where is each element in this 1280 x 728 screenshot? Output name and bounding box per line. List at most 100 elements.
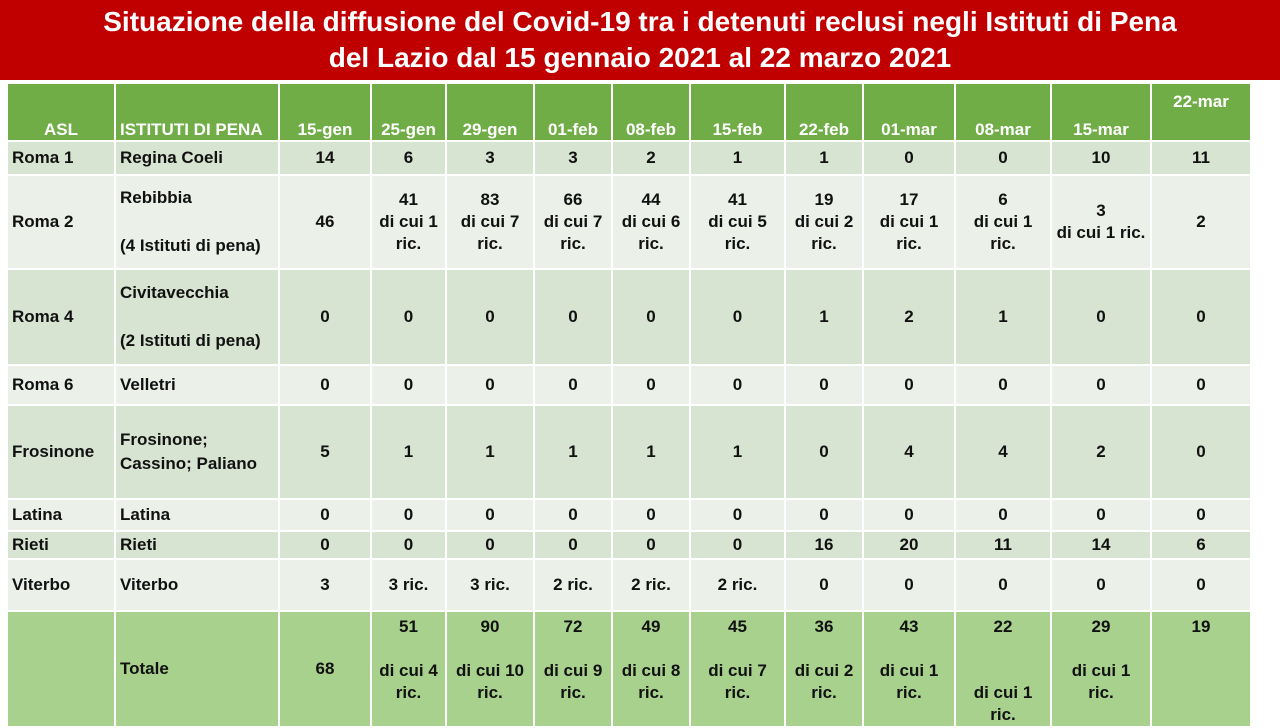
istituti-cell: Rebibbia (4 Istituti di pena) (114, 174, 280, 270)
value-cell: 3 (533, 140, 613, 176)
value-cell: 3 ric. (370, 558, 447, 612)
total-value-cell: 68 (278, 610, 372, 728)
value-cell: 0 (1050, 364, 1152, 406)
total-asl-cell (6, 610, 116, 728)
value-cell: 20 (862, 530, 956, 560)
value-cell: 1 (611, 404, 691, 500)
value-cell: 0 (611, 268, 691, 366)
value-cell: 16 (784, 530, 864, 560)
table-row: Frosinone Frosinone; Cassino; Paliano 5 1 1 1 1… (6, 404, 1252, 500)
value-cell: 0 (370, 498, 447, 532)
value-cell: 0 (1150, 498, 1252, 532)
asl-cell: Roma 4 (6, 268, 116, 366)
table-body: Roma 1 Regina Coeli 14 6 3 3 2 1 1 0 0 10 11 Roma 2 Re… (6, 140, 1252, 728)
value-cell: 44 di cui 6 ric. (611, 174, 691, 270)
asl-cell: Rieti (6, 530, 116, 560)
value-cell: 14 (1050, 530, 1152, 560)
asl-cell: Latina (6, 498, 116, 532)
value-cell: 2 ric. (533, 558, 613, 612)
total-value-cell: 29 di cui 1 ric. (1050, 610, 1152, 728)
value-cell: 0 (278, 268, 372, 366)
header-date: 29-gen (445, 82, 535, 142)
value-cell: 0 (954, 498, 1052, 532)
value-cell: 1 (784, 268, 864, 366)
value-cell: 1 (954, 268, 1052, 366)
header-date: 15-feb (689, 82, 786, 142)
value-cell: 0 (278, 498, 372, 532)
table-row: Latina Latina 0 0 0 0 0 0 0 0 0 0 0 (6, 498, 1252, 532)
value-cell: 0 (784, 498, 864, 532)
value-cell: 0 (278, 364, 372, 406)
value-cell: 0 (862, 498, 956, 532)
value-cell: 1 (533, 404, 613, 500)
header-date: 22-mar (1150, 82, 1252, 142)
value-cell: 0 (689, 498, 786, 532)
header-date: 08-mar (954, 82, 1052, 142)
istituti-cell: Velletri (114, 364, 280, 406)
value-cell: 2 ric. (689, 558, 786, 612)
header-date: 01-feb (533, 82, 613, 142)
value-cell: 5 (278, 404, 372, 500)
value-cell: 0 (1150, 364, 1252, 406)
header-istituti: ISTITUTI DI PENA (114, 82, 280, 142)
value-cell: 0 (533, 364, 613, 406)
value-cell: 1 (689, 140, 786, 176)
value-cell: 0 (1150, 268, 1252, 366)
total-value-cell: 22 di cui 1 ric. (954, 610, 1052, 728)
header-date: 01-mar (862, 82, 956, 142)
istituti-cell: Viterbo (114, 558, 280, 612)
value-cell: 10 (1050, 140, 1152, 176)
covid-prison-table: ASL ISTITUTI DI PENA 15-gen 25-gen 29-ge… (6, 82, 1252, 728)
value-cell: 0 (954, 140, 1052, 176)
value-cell: 0 (1050, 558, 1152, 612)
value-cell: 2 (1150, 174, 1252, 270)
value-cell: 2 (862, 268, 956, 366)
table-row: Rieti Rieti 0 0 0 0 0 0 16 20 11 14 6 (6, 530, 1252, 560)
value-cell: 6 (370, 140, 447, 176)
asl-cell: Roma 1 (6, 140, 116, 176)
total-value-cell: 51 di cui 4 ric. (370, 610, 447, 728)
header-row: ASL ISTITUTI DI PENA 15-gen 25-gen 29-ge… (6, 82, 1252, 142)
total-value-cell: 49 di cui 8 ric. (611, 610, 691, 728)
value-cell: 66 di cui 7 ric. (533, 174, 613, 270)
value-cell: 1 (784, 140, 864, 176)
total-value-cell: 19 (1150, 610, 1252, 728)
total-value-cell: 36 di cui 2 ric. (784, 610, 864, 728)
total-value-cell: 72 di cui 9 ric. (533, 610, 613, 728)
value-cell: 17 di cui 1 ric. (862, 174, 956, 270)
asl-cell: Roma 6 (6, 364, 116, 406)
value-cell: 0 (1050, 268, 1152, 366)
value-cell: 2 ric. (611, 558, 691, 612)
table-row: Roma 2 Rebibbia (4 Istituti di pena) 46 41 di… (6, 174, 1252, 270)
value-cell: 0 (689, 268, 786, 366)
istituti-cell: Civitavecchia (2 Istituti di pena) (114, 268, 280, 366)
value-cell: 1 (689, 404, 786, 500)
table-row: Roma 6 Velletri 0 0 0 0 0 0 0 0 0 0 0 (6, 364, 1252, 406)
istituti-cell: Latina (114, 498, 280, 532)
table-row: Roma 1 Regina Coeli 14 6 3 3 2 1 1 0 0 10 11 (6, 140, 1252, 176)
value-cell: 19 di cui 2 ric. (784, 174, 864, 270)
value-cell: 6 di cui 1 ric. (954, 174, 1052, 270)
value-cell: 46 (278, 174, 372, 270)
asl-cell: Frosinone (6, 404, 116, 500)
header-asl: ASL (6, 82, 116, 142)
value-cell: 4 (954, 404, 1052, 500)
value-cell: 0 (278, 530, 372, 560)
value-cell: 0 (370, 268, 447, 366)
istituti-cell: Regina Coeli (114, 140, 280, 176)
value-cell: 3 (445, 140, 535, 176)
value-cell: 3 ric. (445, 558, 535, 612)
value-cell: 0 (954, 364, 1052, 406)
value-cell: 11 (954, 530, 1052, 560)
value-cell: 4 (862, 404, 956, 500)
value-cell: 1 (445, 404, 535, 500)
title-line-1: Situazione della diffusione del Covid-19… (103, 6, 1177, 37)
value-cell: 2 (611, 140, 691, 176)
header-date: 15-gen (278, 82, 372, 142)
value-cell: 0 (1150, 404, 1252, 500)
value-cell: 1 (370, 404, 447, 500)
header-date: 15-mar (1050, 82, 1152, 142)
value-cell: 41 di cui 5 ric. (689, 174, 786, 270)
table-row: Roma 4 Civitavecchia (2 Istituti di pena) 0… (6, 268, 1252, 366)
value-cell: 11 (1150, 140, 1252, 176)
